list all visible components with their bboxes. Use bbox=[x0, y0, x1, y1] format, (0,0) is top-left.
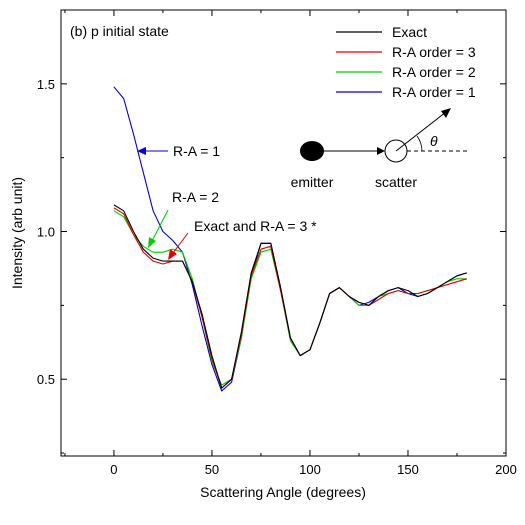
y-tick-label: 0.5 bbox=[37, 372, 55, 387]
x-tick-label: 50 bbox=[205, 462, 219, 477]
axes: 0 50 100 150 200 0.5 1.0 1.5 bbox=[37, 9, 517, 477]
annotation-ra1: R-A = 1 bbox=[137, 143, 220, 159]
annotation-ra2: R-A = 2 bbox=[148, 189, 219, 248]
legend-label-ra1: R-A order = 1 bbox=[392, 84, 476, 100]
legend-label-ra2: R-A order = 2 bbox=[392, 64, 476, 80]
annotation-ra2-arrowhead bbox=[148, 237, 156, 248]
panel-label: (b) p initial state bbox=[70, 23, 169, 39]
y-axis-label: Intensity (arb unit) bbox=[9, 177, 25, 289]
series-line-r-a-order-1 bbox=[113, 86, 467, 392]
legend: Exact R-A order = 3 R-A order = 2 R-A or… bbox=[336, 24, 476, 100]
series-line-r-a-order-2 bbox=[113, 210, 467, 386]
annotation-ra3-arrow bbox=[172, 232, 189, 254]
scattered-direction-arrowhead bbox=[441, 108, 451, 118]
annotation-ra2-label: R-A = 2 bbox=[172, 189, 219, 205]
annotation-ra3-arrowhead bbox=[168, 249, 177, 260]
inset-schematic: emitter scatter θ bbox=[291, 108, 470, 190]
legend-label-ra3: R-A order = 3 bbox=[392, 44, 476, 60]
annotation-ra3: Exact and R-A = 3 * bbox=[168, 218, 317, 260]
annotation-ra1-arrowhead bbox=[137, 147, 146, 155]
emitter-to-scatter-arrowhead bbox=[377, 147, 385, 155]
annotation-ra3-label: Exact and R-A = 3 * bbox=[194, 218, 317, 234]
annotation-ra2-arrow bbox=[151, 209, 169, 242]
series-line-exact bbox=[113, 204, 467, 389]
emitter-dot bbox=[300, 141, 324, 161]
annotation-ra1-label: R-A = 1 bbox=[173, 143, 220, 159]
x-tick-label: 100 bbox=[299, 462, 321, 477]
emitter-label: emitter bbox=[291, 174, 334, 190]
scattered-direction-arrow bbox=[395, 111, 447, 152]
x-tick-label: 0 bbox=[110, 462, 117, 477]
legend-label-exact: Exact bbox=[392, 24, 427, 40]
plot-frame bbox=[60, 9, 507, 457]
theta-label: θ bbox=[430, 133, 438, 149]
y-tick-label: 1.5 bbox=[37, 77, 55, 92]
x-axis-label: Scattering Angle (degrees) bbox=[200, 484, 366, 500]
y-tick-label: 1.0 bbox=[37, 225, 55, 240]
scatter-label: scatter bbox=[375, 174, 417, 190]
series-layer bbox=[113, 86, 467, 392]
x-tick-label: 150 bbox=[397, 462, 419, 477]
angle-arc bbox=[416, 135, 423, 152]
x-tick-label: 200 bbox=[495, 462, 517, 477]
